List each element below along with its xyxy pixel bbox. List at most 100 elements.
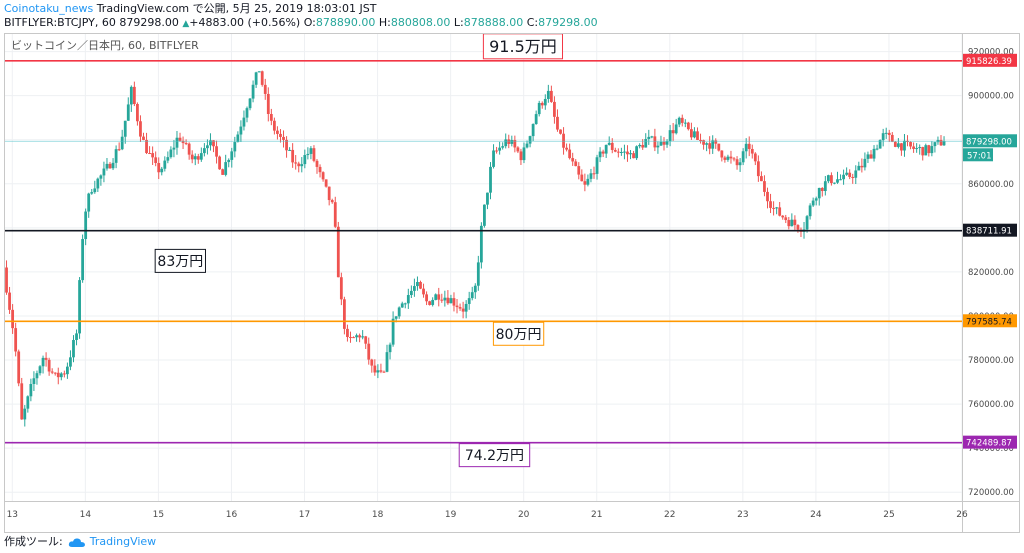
candle-body [17,351,21,384]
level-axis-label: 797585.74 [966,317,1012,327]
x-tick-label: 18 [372,510,384,520]
author-link[interactable]: Coinotaku_news [4,2,94,15]
candle-body [641,144,645,148]
candle-body [218,156,221,170]
candle-body [900,143,903,151]
candle-body [306,153,310,156]
header-line-2: BITFLYER:BTCJPY, 60 879298.00 ▲+4883.00 … [4,16,598,31]
candle-body [534,114,538,125]
candle-body [346,328,349,338]
x-tick-label: 20 [518,510,530,520]
y-tick-label: 780000.00 [968,356,1014,366]
last-price-label: 879298.00 [966,137,1012,147]
candle-body [644,139,648,148]
candle-body [546,90,550,99]
candle-body [699,139,702,141]
candle-body [702,140,705,145]
candle-body [416,281,419,287]
candle-body [559,129,562,134]
candle-body [206,145,209,149]
candle-body [467,298,471,304]
candle-body [677,117,681,125]
candle-body [160,168,164,173]
candle-body [339,277,343,300]
candle-body [44,357,48,360]
candle-body [565,147,568,150]
tradingview-cloud-icon [69,537,86,547]
candle-body [239,126,243,135]
candle-body [866,154,870,159]
y-tick-label: 760000.00 [968,400,1014,410]
chart-frame[interactable]: ビットコイン／日本円, 60, BITFLYER 720000.00 740000.… [4,33,1020,533]
candle-body [69,357,72,367]
candle-body [461,308,465,312]
candle-body [406,295,410,304]
candle-body [860,165,864,168]
candle-body [909,141,912,147]
x-tick-label: 14 [80,510,92,520]
candle-body [38,366,42,374]
candle-body [519,151,523,161]
x-tick-label: 24 [810,510,822,520]
candle-body [349,337,352,339]
candle-body [760,176,763,182]
candle-body [793,219,797,226]
candle-body [157,163,161,173]
candle-body [683,122,687,124]
candle-body [458,307,462,309]
chart-svg[interactable]: ビットコイン／日本円, 60, BITFLYER 720000.00 740000.… [5,34,1019,532]
last-price-tag [963,134,1017,148]
candle-body [120,136,124,150]
candle-body [656,145,660,148]
candle-body [711,140,715,149]
candle-body [84,211,88,240]
y-tick-label: 720000.00 [968,488,1014,498]
candle-body [890,134,894,142]
candle-body [318,166,322,173]
candle-body [20,383,24,420]
candle-body [638,144,642,147]
candle-body [531,124,535,137]
candle-body [376,370,380,373]
candle-body [680,117,684,123]
candle-body [735,159,739,166]
candle-body [260,71,264,85]
candle-body [659,141,663,146]
candle-body [184,143,188,145]
candle-body [921,147,925,156]
candle-body [8,292,11,310]
footer-brand[interactable]: TradingView [89,535,157,548]
candle-body [199,153,203,160]
candle-body [403,303,407,305]
candle-body [833,182,836,184]
candle-body [772,207,775,209]
x-tick-label: 21 [591,510,602,520]
candle-body [863,158,867,168]
candle-body [449,298,453,304]
candle-body [626,151,629,155]
candle-body [269,113,273,121]
candle-body [32,378,36,384]
candle-body [616,151,620,153]
candle-body [896,143,900,147]
level-annotation-box [482,34,564,60]
candle-body [927,145,931,154]
candle-body [723,157,727,160]
candle-body [668,130,672,142]
x-tick-label: 19 [445,510,457,520]
y-tick-label: 740000.00 [968,444,1014,454]
candle-body [11,309,15,329]
level-axis-tag [963,314,1017,328]
candle-body [279,133,282,137]
candle-body [607,142,611,145]
candle-body [495,150,498,152]
candle-body [826,175,830,182]
candle-body [498,147,502,151]
candle-body [556,116,559,130]
candle-body [878,140,882,149]
footer-label: 作成ツール: [4,535,63,548]
candle-body [361,336,365,338]
candle-body [689,129,693,138]
candle-body [172,147,176,150]
candle-body [437,294,441,300]
